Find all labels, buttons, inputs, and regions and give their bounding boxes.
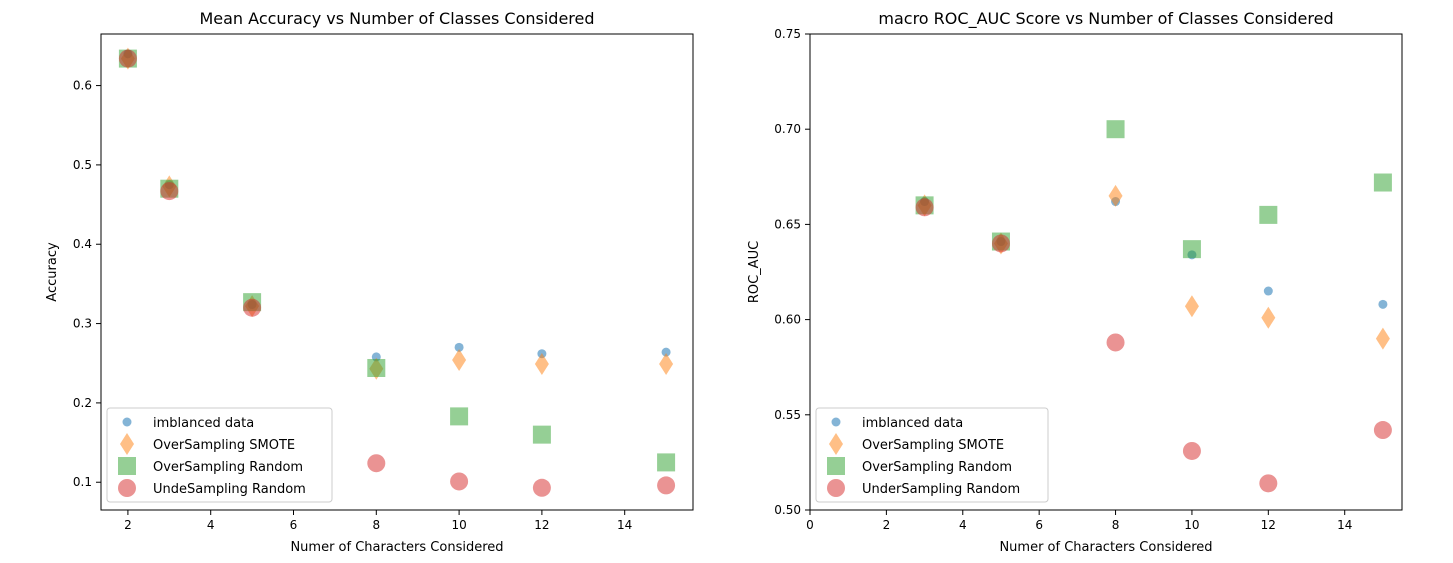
- y-tick-label: 0.50: [774, 503, 801, 517]
- data-point: [1108, 184, 1123, 207]
- data-point: [532, 478, 551, 497]
- legend-label: OverSampling SMOTE: [862, 438, 1004, 453]
- y-tick-label: 0.3: [73, 317, 92, 331]
- series-2: [120, 47, 674, 380]
- legend: imblanced data OverSampling SMOTE OverSamp…: [815, 407, 1049, 503]
- data-point: [1106, 120, 1125, 139]
- series-4: [118, 49, 676, 497]
- data-point: [1263, 286, 1273, 296]
- y-tick-label: 0.65: [774, 217, 801, 231]
- x-tick-label: 12: [1261, 518, 1276, 532]
- legend-marker: [831, 417, 841, 427]
- x-tick-label: 14: [617, 518, 632, 532]
- data-point: [1259, 205, 1278, 224]
- y-tick-label: 0.75: [774, 27, 801, 41]
- data-point: [450, 472, 469, 491]
- x-tick-label: 0: [806, 518, 814, 532]
- chart-title: Mean Accuracy vs Number of Classes Consi…: [199, 9, 594, 28]
- data-point: [367, 454, 386, 473]
- x-tick-label: 8: [372, 518, 380, 532]
- y-axis-label: Accuracy: [45, 242, 60, 302]
- x-tick-label: 8: [1112, 518, 1120, 532]
- legend-marker: [827, 479, 845, 497]
- data-point: [118, 49, 137, 68]
- legend-label: OverSampling Random: [862, 460, 1012, 475]
- axes-frame: [809, 33, 1403, 511]
- x-tick-label: 6: [290, 518, 298, 532]
- data-point: [657, 476, 676, 495]
- legend-marker: [122, 417, 132, 427]
- data-point: [661, 347, 671, 357]
- data-point: [1182, 441, 1201, 460]
- series-3: [915, 120, 1392, 259]
- y-tick-label: 0.6: [73, 79, 92, 93]
- legend-label: imblanced data: [862, 416, 963, 431]
- axes-frame: [100, 33, 694, 511]
- x-axis-label: Numer of Characters Considered: [999, 540, 1212, 555]
- chart-2: macro ROC_AUC Score vs Number of Classes…: [747, 9, 1403, 555]
- chart-1: Mean Accuracy vs Number of Classes Consi…: [45, 9, 694, 555]
- x-axis-label: Numer of Characters Considered: [290, 540, 503, 555]
- legend-label: imblanced data: [153, 416, 254, 431]
- y-axis-label: ROC_AUC: [747, 241, 762, 303]
- data-point: [454, 342, 464, 352]
- data-point: [532, 425, 551, 444]
- plot-area: [915, 120, 1392, 493]
- series-2: [917, 184, 1390, 350]
- x-tick-label: 2: [883, 518, 891, 532]
- series-4: [915, 198, 1392, 493]
- x-tick-label: 4: [959, 518, 967, 532]
- legend-box: [106, 407, 333, 503]
- data-point: [1182, 240, 1201, 259]
- x-tick-label: 6: [1035, 518, 1043, 532]
- legend-label: UnderSampling Random: [862, 482, 1020, 497]
- data-point: [1106, 333, 1125, 352]
- x-tick-label: 2: [124, 518, 132, 532]
- series-1: [920, 197, 1388, 309]
- data-point: [1373, 421, 1392, 440]
- series-1: [123, 49, 671, 362]
- data-point: [160, 182, 179, 201]
- plot-area: [118, 47, 676, 497]
- data-point: [534, 353, 549, 376]
- legend-marker: [120, 433, 134, 455]
- legend-label: OverSampling SMOTE: [153, 438, 295, 453]
- legend: imblanced data OverSampling SMOTE OverSamp…: [106, 407, 333, 503]
- data-point: [915, 198, 934, 217]
- x-tick-label: 14: [1337, 518, 1352, 532]
- legend-marker: [829, 433, 843, 455]
- y-tick-label: 0.5: [73, 158, 92, 172]
- y-tick-label: 0.70: [774, 122, 801, 136]
- data-point: [991, 234, 1010, 253]
- data-point: [1184, 295, 1199, 318]
- y-tick-label: 0.60: [774, 313, 801, 327]
- data-point: [367, 358, 386, 377]
- y-tick-label: 0.4: [73, 237, 92, 251]
- legend-label: OverSampling Random: [153, 460, 303, 475]
- legend-marker: [118, 457, 136, 475]
- data-point: [452, 349, 467, 372]
- x-tick-label: 10: [451, 518, 466, 532]
- y-tick-label: 0.55: [774, 408, 801, 422]
- data-point: [657, 453, 676, 472]
- data-point: [243, 298, 262, 317]
- data-point: [1373, 173, 1392, 192]
- x-tick-label: 4: [207, 518, 215, 532]
- legend-label: UndeSampling Random: [153, 482, 306, 497]
- data-point: [1261, 306, 1276, 329]
- x-tick-label: 12: [534, 518, 549, 532]
- legend-marker: [827, 457, 845, 475]
- data-point: [1259, 474, 1278, 493]
- x-tick-label: 10: [1184, 518, 1199, 532]
- chart-title: macro ROC_AUC Score vs Number of Classes…: [878, 9, 1333, 29]
- data-point: [450, 407, 469, 426]
- legend-marker: [118, 479, 136, 497]
- data-point: [659, 353, 674, 376]
- y-tick-label: 0.2: [73, 396, 92, 410]
- data-point: [1375, 327, 1390, 350]
- legend-box: [815, 407, 1049, 503]
- y-tick-label: 0.1: [73, 475, 92, 489]
- data-point: [1378, 299, 1388, 309]
